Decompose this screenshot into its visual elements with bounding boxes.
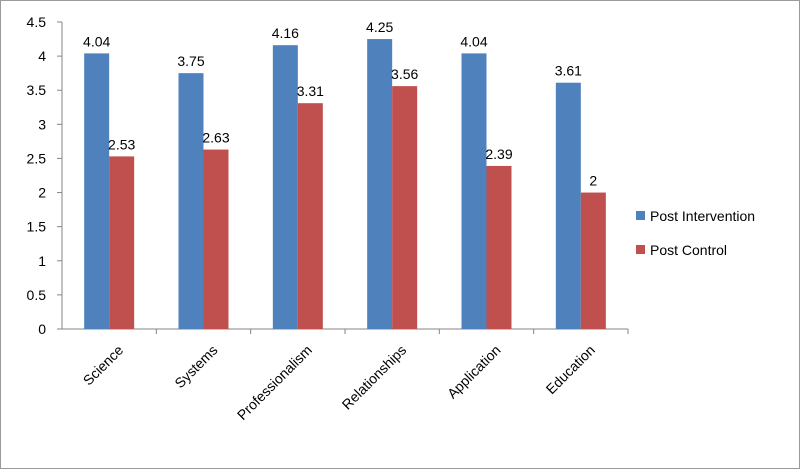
y-axis-ticks: 0 0.5 1 1.5 2 2.5 3 3.5 4 4.5 [27,14,62,337]
y-tick-label: 2 [38,185,46,201]
y-tick-label: 3 [38,116,46,132]
y-tick-label: 4 [38,48,46,64]
bar-post-control [297,103,323,329]
data-label: 2 [589,173,597,189]
chart-legend: Post Intervention Post Control [636,208,755,258]
x-category-label: Professionalism [234,342,315,423]
bar-post-intervention [367,39,393,330]
y-tick-label: 1.5 [27,219,47,235]
x-category-label: Application [444,342,504,402]
bar-post-intervention [272,45,298,329]
data-label: 3.61 [555,63,582,79]
chart-bars [84,39,606,330]
data-label: 3.56 [391,66,418,82]
y-tick-label: 0.5 [27,287,47,303]
data-label: 4.16 [272,25,299,41]
y-tick-label: 2.5 [27,150,47,166]
bar-post-intervention [84,53,110,329]
bar-post-control [109,156,135,329]
chart-axes [61,22,629,334]
y-tick-label: 4.5 [27,14,47,30]
data-labels: 4.04 2.53 3.75 2.63 4.16 3.31 4.25 3.56 4.04 2.39… [83,19,597,189]
x-category-label: Systems [171,342,220,391]
data-label: 2.63 [202,130,229,146]
legend-label: Post Control [650,242,727,258]
y-tick-label: 1 [38,253,46,269]
bar-post-intervention [461,53,487,329]
x-axis-categories: Science Systems Professionalism Relationshi… [80,342,598,423]
data-label: 2.39 [485,146,512,162]
bar-post-intervention [555,82,581,330]
legend-label: Post Intervention [650,208,755,224]
x-category-label: Science [80,342,127,389]
data-label: 4.04 [83,33,110,49]
y-tick-label: 0 [38,321,46,337]
bar-post-intervention [178,73,204,330]
y-tick-label: 3.5 [27,82,47,98]
legend-swatch [636,211,645,220]
x-category-label: Relationships [339,342,410,413]
data-label: 2.53 [108,136,135,152]
bar-post-control [486,165,512,329]
data-label: 3.31 [297,83,324,99]
bar-post-control [580,192,606,329]
data-label: 4.25 [366,19,393,35]
bar-post-control [392,86,418,329]
legend-swatch [636,245,645,254]
x-category-label: Education [543,342,598,397]
bar-post-control [203,149,229,329]
data-label: 4.04 [460,33,487,49]
data-label: 3.75 [177,53,204,69]
